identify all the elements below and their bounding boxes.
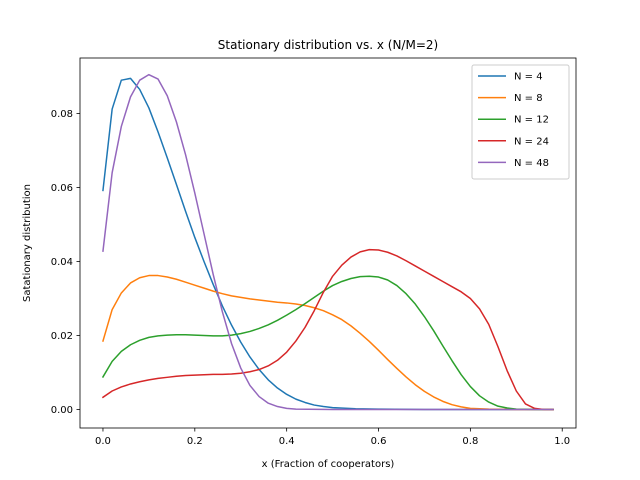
x-tick-label: 1.0 [554, 436, 570, 447]
legend-label: N = 4 [514, 72, 543, 83]
x-tick-label: 0.4 [279, 436, 295, 447]
legend: N = 4 N = 8 N = 12 N = 24 N = 48 [471, 64, 570, 180]
y-tick-label: 0.00 [51, 405, 73, 416]
y-axis-label: Satationary distribution [22, 184, 33, 302]
chart-title: Stationary distribution vs. x (N/M=2) [218, 38, 438, 52]
y-tick-label: 0.02 [51, 331, 73, 342]
plot-lines [101, 73, 554, 411]
legend-box [471, 64, 570, 180]
legend-label: N = 24 [514, 136, 549, 147]
legend-label: N = 8 [514, 93, 543, 104]
y-axis: 0.00 0.02 0.04 0.06 0.08 [51, 109, 80, 416]
legend-label: N = 12 [514, 115, 549, 126]
x-tick-label: 0.8 [462, 436, 478, 447]
x-axis: 0.0 0.2 0.4 0.6 0.8 1.0 [95, 428, 570, 447]
x-tick-label: 0.2 [187, 436, 203, 447]
legend-label: N = 48 [514, 158, 549, 169]
y-tick-label: 0.08 [51, 109, 73, 120]
x-tick-label: 0.6 [371, 436, 387, 447]
series-line-3 [101, 275, 554, 411]
y-tick-label: 0.04 [51, 257, 73, 268]
series-line-1 [102, 77, 554, 411]
x-axis-label: x (Fraction of cooperators) [262, 459, 395, 470]
y-tick-label: 0.06 [51, 183, 73, 194]
series-line-4 [101, 248, 554, 411]
x-tick-label: 0.0 [95, 436, 111, 447]
series-line-2 [102, 274, 554, 411]
plot-frame [79, 57, 577, 429]
series-line-5 [102, 73, 554, 411]
